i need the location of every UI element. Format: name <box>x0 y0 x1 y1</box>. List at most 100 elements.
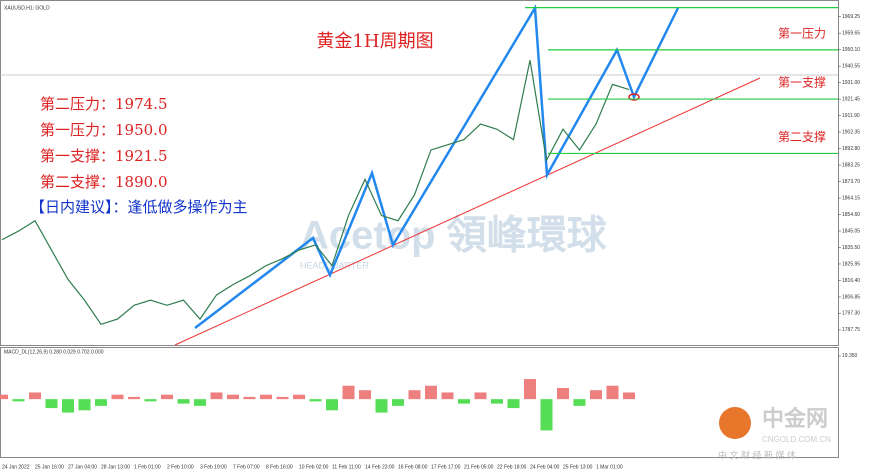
macd-bar <box>342 385 355 400</box>
macd-pane <box>0 347 839 458</box>
y-tick-label: 1883.25 <box>842 162 860 168</box>
macd-bar <box>95 399 107 406</box>
macd-bar <box>45 399 58 409</box>
macd-bar <box>144 399 157 402</box>
y-tick-label: 1873.70 <box>842 179 860 185</box>
macd-bar <box>29 392 41 400</box>
y-tick-label: 1797.30 <box>842 311 860 317</box>
x-tick-label: 1 Feb 01:00 <box>134 464 161 470</box>
advice: 【日内建议】：逢低做多操作为主 <box>30 198 248 216</box>
note: 第二压力：1974.5 <box>40 95 168 113</box>
macd-bar <box>326 399 338 411</box>
macd-bar <box>177 399 190 404</box>
x-tick-label: 24 Jan 2022 <box>2 464 30 470</box>
macd-bar <box>540 399 553 431</box>
macd-bar <box>623 392 635 400</box>
y-tick-label: 1816.40 <box>842 278 860 284</box>
macd-bar <box>111 394 124 400</box>
chart-title: 黄金1H周期图 <box>316 31 433 52</box>
x-tick-label: 17 Feb 17:00 <box>431 464 461 470</box>
y-tick-label: 1931.00 <box>842 80 860 86</box>
x-tick-label: 28 Jan 13:00 <box>101 464 130 470</box>
macd-bar <box>557 387 569 400</box>
logo-icon <box>719 407 751 439</box>
y-tick-label: 1969.25 <box>842 14 860 20</box>
macd-bar <box>359 390 371 400</box>
macd-bar <box>458 399 470 404</box>
y-tick-label: 1835.50 <box>842 245 860 251</box>
macd-bar <box>441 392 454 400</box>
macd-title: MACD_DL(12,26,9) 0.280 0.029 0.702 0.000 <box>4 349 104 355</box>
logo-url: CNGOLD.COM.CN <box>762 435 831 444</box>
macd-bar <box>276 396 289 400</box>
macd-bar <box>0 394 8 400</box>
macd-bar <box>293 394 305 400</box>
macd-bar <box>62 399 74 413</box>
macd-bar <box>227 394 239 400</box>
x-tick-label: 3 Feb 19:00 <box>200 464 227 470</box>
logo-slogan: 中 文 财 经 新 媒 体 <box>718 449 796 460</box>
target-marker <box>628 93 640 101</box>
y-tick-label: 1854.60 <box>842 212 860 218</box>
x-tick-label: 2 Feb 10:00 <box>167 464 194 470</box>
note: 第二支撑：1890.0 <box>40 173 168 191</box>
macd-bar <box>260 394 272 400</box>
y-tick-label: 1864.15 <box>842 195 860 201</box>
y-tick-label: 1921.45 <box>842 96 860 102</box>
macd-bar <box>194 399 206 406</box>
y-tick-label: 1787.75 <box>842 327 860 333</box>
note: 第一压力：1950.0 <box>40 121 168 139</box>
level-label: 第一支撑 <box>778 75 826 90</box>
macd-bar <box>161 394 173 400</box>
y-tick-label: 1950.10 <box>842 47 860 53</box>
macd-bar <box>590 390 602 400</box>
macd-bar <box>392 399 404 406</box>
macd-bar <box>524 379 536 400</box>
x-tick-label: 10 Feb 02:00 <box>299 464 329 470</box>
macd-bar <box>375 399 388 413</box>
zigzag-path <box>194 3 680 329</box>
macd-bar <box>573 399 586 406</box>
x-tick-label: 14 Feb 23:00 <box>365 464 395 470</box>
x-tick-label: 21 Feb 05:00 <box>464 464 494 470</box>
x-tick-label: 16 Feb 08:00 <box>398 464 428 470</box>
x-tick-label: 25 Feb 13:00 <box>563 464 593 470</box>
x-tick-label: 27 Jan 04:00 <box>68 464 97 470</box>
y-tick-label: 1911.90 <box>842 113 860 119</box>
y-tick-label: 1959.65 <box>842 31 860 37</box>
macd-bar <box>243 396 256 400</box>
level-label: 第一压力 <box>778 26 826 40</box>
price-pane <box>0 0 839 346</box>
x-tick-label: 11 Feb 11:00 <box>332 464 361 470</box>
macd-bar <box>309 399 322 402</box>
y-tick-label: 1902.35 <box>842 129 860 135</box>
macd-bar <box>474 392 487 400</box>
macd-bar <box>606 385 619 400</box>
macd-bar <box>507 399 520 409</box>
y-tick-label: 1940.55 <box>842 64 860 70</box>
macd-bar <box>408 390 421 400</box>
x-tick-label: 24 Feb 04:00 <box>530 464 560 470</box>
macd-bar <box>12 399 25 402</box>
symbol-header: XAUUSD,H1: GOLD <box>4 5 50 11</box>
x-tick-label: 25 Jan 16:00 <box>35 464 64 470</box>
macd-bar <box>491 399 503 404</box>
y-tick-label: 1845.05 <box>842 228 860 234</box>
y-tick-label: 1806.85 <box>842 294 860 300</box>
x-tick-label: 7 Feb 07:00 <box>233 464 260 470</box>
x-tick-label: 1 Mar 01:00 <box>596 464 623 470</box>
x-tick-label: 22 Feb 18:00 <box>497 464 527 470</box>
macd-bar <box>78 399 91 411</box>
trend-line <box>174 77 761 346</box>
logo-name: 中金网 <box>762 406 828 431</box>
macd-bar <box>425 385 437 400</box>
y-tick-label: 19.350 <box>842 353 858 359</box>
note: 第一支撑：1921.5 <box>40 147 168 165</box>
x-tick-label: 8 Feb 16:00 <box>266 464 293 470</box>
y-tick-label: 1825.95 <box>842 261 860 267</box>
macd-bar <box>210 392 223 400</box>
price-line <box>1 60 630 325</box>
level-label: 第二支撑 <box>778 129 826 144</box>
macd-bar <box>128 396 140 400</box>
